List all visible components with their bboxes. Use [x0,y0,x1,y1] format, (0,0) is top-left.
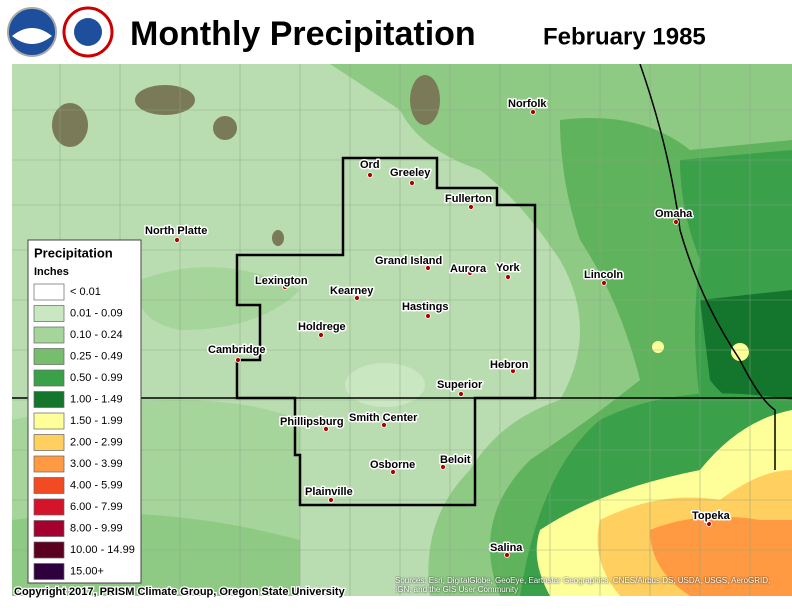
legend-label: 0.25 - 0.49 [70,350,123,362]
city-dot [235,357,241,363]
precip-map [12,64,792,596]
city-dot [367,172,373,178]
legend-swatch [33,412,65,430]
city-label: Hebron [490,359,529,371]
legend-label: 1.00 - 1.49 [70,393,123,405]
city-label: Superior [437,379,483,391]
legend-swatch [33,305,65,322]
legend-swatch [33,348,65,365]
city-label: York [496,262,521,274]
city-label: Phillipsburg [280,416,344,428]
city-label: Osborne [370,459,415,471]
legend-label: 6.00 - 7.99 [70,501,123,513]
city-label: Aurora [450,263,487,275]
city-dot [425,313,431,319]
title: Monthly Precipitation [130,15,476,53]
legend-swatch [33,369,65,387]
legend-swatch [33,455,65,473]
city-dot [530,109,536,115]
legend-swatch [33,477,65,494]
legend-swatch [33,563,65,580]
legend-swatch [33,498,65,516]
city-dot [409,180,415,186]
legend-label: 3.00 - 3.99 [70,458,123,470]
city-label: Holdrege [298,321,346,333]
city-label: Kearney [330,285,374,297]
legend-label: 1.50 - 1.99 [70,415,123,427]
city-label: Fullerton [445,193,492,205]
legend-items: < 0.01 0.01 - 0.09 0.10 - 0.24 0.25 - 0.49 0… [33,283,135,580]
legend-label: 4.00 - 5.99 [70,479,123,491]
city-label: Plainville [305,486,353,498]
city-dot [381,422,387,428]
city-label: Ord [360,159,380,171]
city-dot [467,270,473,276]
legend-swatch [33,434,65,451]
legend-label: 0.10 - 0.24 [70,329,123,341]
legend-label: 0.01 - 0.09 [70,307,123,319]
city-layer: Norfolk Ord Greeley Fullerton Omaha North Pla… [144,96,732,558]
city-label: Beloit [440,454,471,466]
city-dot [505,274,511,280]
city-label: Hastings [402,301,448,313]
legend: Precipitation Inches < 0.01 0.01 - 0.09 0.… [27,239,142,584]
logos [7,6,114,58]
city-dot [504,552,510,558]
city-label: Omaha [655,208,693,220]
legend-label: 15.00+ [70,565,104,577]
city-dot [174,237,180,243]
city-dot [706,521,712,527]
city-dot [440,464,446,470]
city-dot [323,426,329,432]
city-label: North Platte [145,225,207,237]
legend-swatch [33,283,65,301]
copyright: Copyright 2017, PRISM Climate Group, Ore… [14,586,346,598]
city-dot [673,219,679,225]
city-dot [601,280,607,286]
legend-swatch [33,520,65,537]
city-label: Smith Center [349,412,418,424]
legend-label: 0.50 - 0.99 [70,372,123,384]
city-dot [354,295,360,301]
legend-label: 8.00 - 9.99 [70,522,123,534]
legend-units: Inches [34,266,69,278]
date: February 1985 [543,23,706,50]
city-dot [318,332,324,338]
legend-swatch [33,541,65,559]
legend-title: Precipitation [34,245,113,260]
city-label: Cambridge [208,344,265,356]
legend-swatch [33,391,65,408]
city-dot [458,391,464,397]
city-label: Lexington [255,275,308,287]
legend-label: 2.00 - 2.99 [70,436,123,448]
legend-label: 10.00 - 14.99 [70,544,135,556]
sources: Sources: Esri, DigitalGlobe, GeoEye, Ear… [395,576,771,594]
legend-label: < 0.01 [70,286,101,298]
legend-swatch [33,326,65,344]
city-label: Topeka [692,510,731,522]
sources-box: Sources: Esri, DigitalGlobe, GeoEye, Ear… [395,576,771,594]
city-dot [425,265,431,271]
city-label: Grand Island [375,255,442,267]
city-dot [282,284,288,290]
city-label: Lincoln [584,269,623,281]
city-label: Greeley [390,167,431,179]
city-dot [468,204,474,210]
city-label: Norfolk [508,98,547,110]
city-dot [510,368,516,374]
city-dot [390,469,396,475]
city-label: Salina [490,542,523,554]
city-dot [328,497,334,503]
